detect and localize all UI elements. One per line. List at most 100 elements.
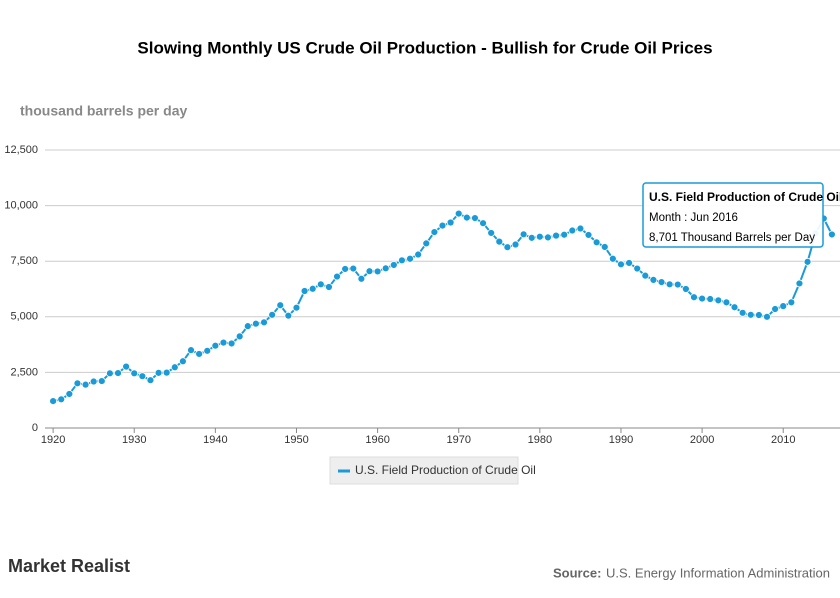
point [284, 311, 293, 320]
point [535, 232, 544, 241]
point [268, 310, 277, 319]
x-tick-label: 1920 [41, 434, 65, 446]
y-tick-label: 7,500 [10, 255, 38, 267]
point [738, 308, 747, 317]
point [316, 280, 325, 289]
point [641, 271, 650, 280]
x-tick-label: 1930 [122, 434, 146, 446]
source: U.S. Energy Information Administration [606, 565, 830, 580]
point [114, 369, 122, 377]
point [325, 283, 333, 291]
point [795, 279, 804, 288]
y-tick-label: 2,500 [10, 366, 38, 378]
point [81, 380, 90, 389]
point [389, 261, 398, 269]
point [511, 240, 520, 249]
point [308, 284, 317, 293]
point [730, 303, 739, 312]
point [519, 230, 528, 239]
point [73, 379, 82, 388]
point [195, 350, 204, 358]
point [227, 339, 236, 348]
point [57, 395, 66, 404]
x-tick-label: 1940 [203, 434, 227, 446]
point [341, 265, 350, 273]
point [203, 346, 212, 355]
point [252, 319, 260, 328]
point [681, 285, 690, 293]
point [170, 363, 179, 372]
point [503, 243, 512, 252]
source-label: Source: [553, 565, 601, 580]
point [146, 376, 155, 385]
point [779, 302, 788, 311]
point [576, 224, 585, 233]
point [698, 294, 706, 303]
point [187, 346, 195, 355]
point [235, 332, 244, 341]
point [568, 226, 577, 235]
point [608, 254, 617, 263]
point [260, 318, 268, 327]
y-axis-label: thousand barrels per day [20, 103, 187, 119]
point [625, 259, 633, 267]
x-tick-label: 1990 [609, 434, 633, 446]
point [398, 256, 406, 265]
legend-label: U.S. Field Production of Crude Oil [355, 463, 536, 477]
x-tick-label: 1980 [528, 434, 552, 446]
point [292, 303, 301, 312]
point [600, 243, 609, 251]
point [552, 231, 560, 240]
point [690, 293, 698, 302]
point [105, 369, 114, 378]
point [65, 390, 74, 398]
point [827, 230, 836, 239]
point [130, 369, 139, 378]
point [138, 372, 147, 381]
point [365, 267, 374, 276]
point [495, 237, 504, 246]
point [754, 311, 763, 319]
point [381, 264, 390, 273]
point [333, 272, 341, 281]
point [665, 280, 674, 289]
tooltip-title: U.S. Field Production of Crude Oil [649, 190, 840, 204]
x-tick-label: 2010 [771, 434, 795, 446]
point [162, 368, 171, 377]
point [406, 254, 414, 263]
y-tick-label: 5,000 [10, 311, 38, 323]
y-tick-label: 0 [32, 422, 38, 434]
point [179, 357, 187, 366]
point [89, 377, 98, 386]
point [487, 229, 496, 237]
point [454, 209, 463, 218]
point [560, 230, 569, 239]
point [803, 257, 812, 266]
point [430, 228, 439, 236]
point [349, 264, 358, 273]
point [771, 305, 780, 313]
chart-title: Slowing Monthly US Crude Oil Production … [137, 38, 712, 57]
point [592, 238, 601, 247]
point [633, 264, 642, 273]
point [122, 362, 131, 371]
x-tick-label: 1950 [284, 434, 308, 446]
point [300, 287, 309, 295]
point [722, 298, 731, 307]
tooltip-line: 8,701 Thousand Barrels per Day [649, 232, 815, 244]
point [154, 368, 163, 377]
point [746, 310, 755, 319]
point [49, 397, 58, 405]
tooltip-line: Month : Jun 2016 [649, 212, 738, 224]
brand: Market Realist [8, 556, 130, 576]
y-tick-label: 12,500 [4, 144, 38, 156]
point [544, 233, 552, 242]
point [787, 298, 796, 307]
point [617, 260, 625, 269]
point [763, 312, 771, 321]
point [462, 213, 471, 222]
point [706, 295, 715, 303]
tooltip [642, 182, 824, 248]
point [373, 267, 382, 276]
